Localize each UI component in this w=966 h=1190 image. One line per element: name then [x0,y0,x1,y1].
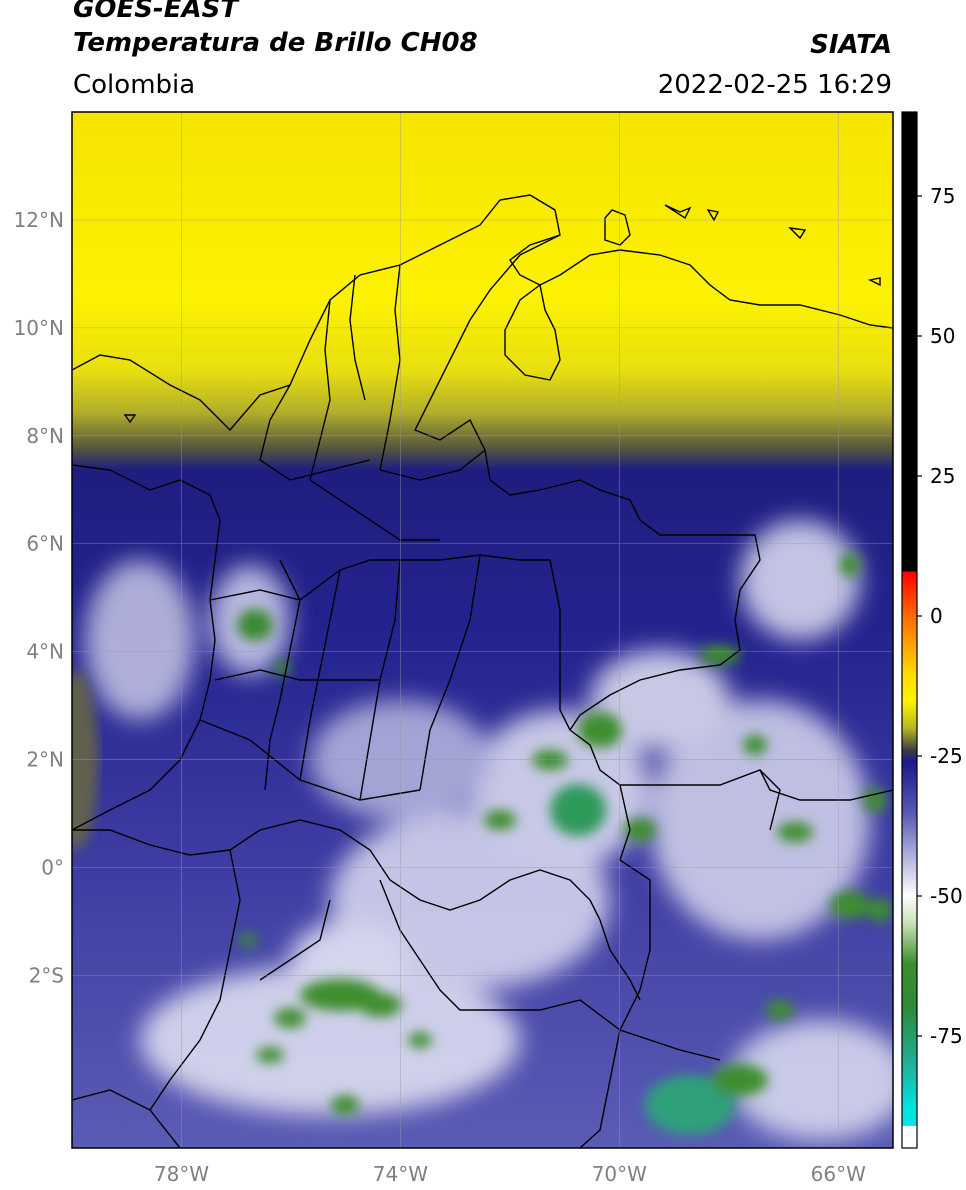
colorbar-frame [901,111,918,1149]
colorbar-tick-label: 0 [930,604,943,628]
agency-label: SIATA [810,30,892,60]
lat-tick-label: 2°S [29,963,64,987]
colorbar-tick-label: 75 [930,184,955,208]
lat-tick-label: 4°N [26,640,64,664]
lat-tick-label: 10°N [14,316,64,340]
region-label: Colombia [73,70,196,100]
satellite-title: GOES-EAST [73,0,239,24]
cold-cloud-areas [85,520,893,1140]
colorbar-tick-label: -50 [930,884,963,908]
brightness-temperature-field [72,112,893,1148]
lon-tick-label: 74°W [373,1162,428,1186]
lon-tick-label: 78°W [154,1162,209,1186]
very-cold-cloud-tops [237,553,892,1135]
graticule [72,112,893,1148]
latitude-tick-labels: 12°N 10°N 8°N 6°N 4°N 2°N 0° 2°S [14,208,64,987]
lat-tick-label: 0° [41,855,64,879]
lat-tick-label: 12°N [14,208,64,232]
map-frame [71,111,894,1149]
colorbar-tick-label: 50 [930,324,955,348]
lon-tick-label: 66°W [811,1162,866,1186]
colorbar-tick-label: 25 [930,464,955,488]
datetime-label: 2022-02-25 16:29 [657,70,892,100]
colorbar-tick-label: -25 [930,744,963,768]
colorbar [902,112,917,1148]
boundaries [72,194,893,1148]
lon-tick-label: 70°W [592,1162,647,1186]
colorbar-tick-labels: 75 50 25 0 -25 -50 -75 [917,184,963,1048]
lat-tick-label: 8°N [26,424,64,448]
longitude-tick-labels: 78°W 74°W 70°W 66°W [154,1162,866,1186]
product-title: Temperatura de Brillo CH08 [73,28,478,58]
lat-tick-label: 2°N [26,748,64,772]
colorbar-tick-label: -75 [930,1024,963,1048]
lat-tick-label: 6°N [26,532,64,556]
